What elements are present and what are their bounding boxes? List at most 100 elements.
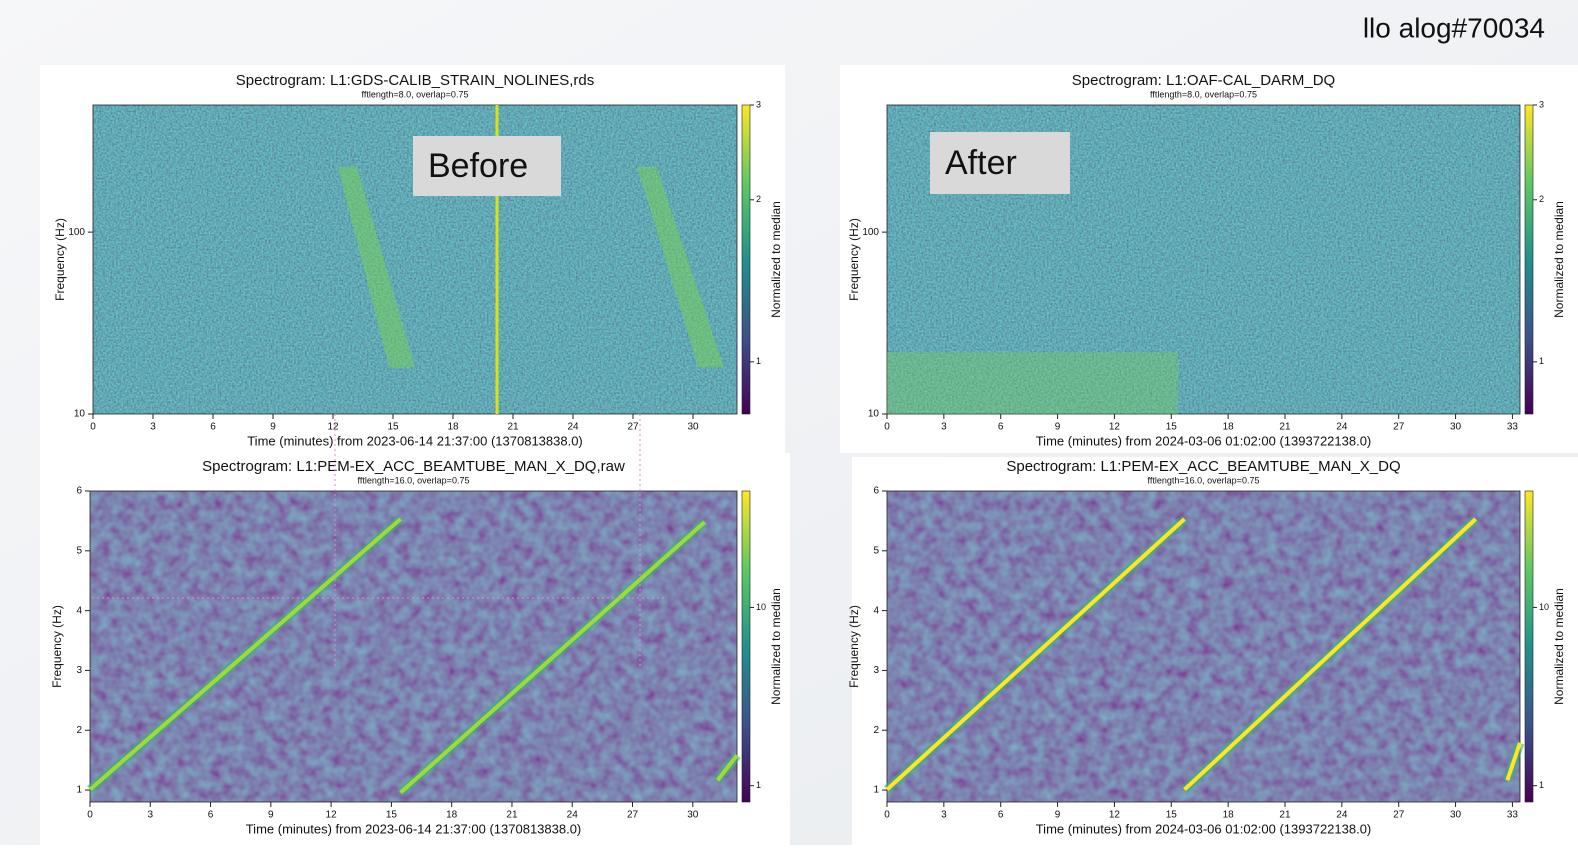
x-axis-label: Time (minutes) from 2024-03-06 01:02:00 … (1036, 433, 1372, 448)
spectrogram-panel: Spectrogram: L1:PEM-EX_ACC_BEAMTUBE_MAN_… (40, 453, 790, 845)
annotation-label: Before (428, 147, 528, 185)
annotation-box (413, 136, 561, 196)
y-tick-label: 3 (76, 665, 82, 676)
x-tick-label: 27 (627, 422, 639, 433)
chirp (1505, 742, 1522, 781)
chirp (885, 517, 1186, 792)
x-tick-label: 30 (687, 422, 699, 433)
chirp (716, 754, 739, 782)
y-axis-label: Frequency (Hz) (847, 218, 861, 301)
y-tick-label: 100 (68, 227, 85, 238)
y-axis-label: Frequency (Hz) (847, 605, 861, 688)
plot-frame (92, 104, 738, 415)
x-tick-label: 27 (627, 810, 639, 821)
y-tick-label: 10 (74, 409, 86, 420)
y-axis-label: Frequency (Hz) (50, 605, 64, 688)
colorbar-tick-label: 3 (1539, 99, 1544, 109)
colorbar-label: Normalized to median (769, 588, 783, 705)
y-tick-label: 6 (873, 486, 879, 497)
x-tick-label: 3 (941, 422, 947, 433)
x-tick-label: 21 (1279, 810, 1291, 821)
x-tick-label: 15 (1166, 422, 1178, 433)
x-tick-label: 30 (687, 810, 699, 821)
y-tick-label: 1 (873, 785, 879, 796)
x-tick-label: 24 (567, 810, 579, 821)
x-tick-label: 27 (1393, 422, 1405, 433)
y-tick-label: 100 (862, 227, 879, 238)
x-tick-label: 15 (387, 422, 399, 433)
chart-title: Spectrogram: L1:PEM-EX_ACC_BEAMTUBE_MAN_… (202, 458, 625, 475)
y-tick-label: 2 (76, 725, 82, 736)
x-tick-label: 24 (1336, 422, 1348, 433)
plot-frame (886, 104, 1521, 415)
scatter-arch (337, 166, 415, 368)
y-tick-label: 10 (868, 409, 880, 420)
x-axis-label: Time (minutes) from 2023-06-14 21:37:00 … (247, 433, 583, 448)
y-tick-label: 4 (873, 605, 879, 616)
alog-ref: llo alog#70034 (1363, 12, 1545, 43)
colorbar-tick-label: 1 (756, 356, 761, 366)
overlays: Before After (92, 132, 1070, 668)
x-tick-label: 9 (270, 422, 276, 433)
x-tick-label: 3 (941, 810, 947, 821)
y-tick-label: 5 (873, 545, 879, 556)
colorbar-label: Normalized to median (1552, 588, 1566, 705)
colorbar-tick-label: 10 (1539, 602, 1549, 612)
chart-subtitle: fftlength=8.0, overlap=0.75 (362, 89, 469, 99)
x-tick-label: 21 (506, 810, 518, 821)
colorbar-tick-label: 3 (756, 99, 761, 109)
plot-area (90, 491, 737, 802)
x-tick-label: 30 (1450, 422, 1462, 433)
x-tick-label: 9 (268, 810, 274, 821)
chirp (88, 517, 402, 792)
x-tick-label: 6 (210, 422, 216, 433)
x-tick-label: 18 (1223, 422, 1235, 433)
x-tick-label: 3 (150, 422, 156, 433)
x-tick-label: 12 (1109, 422, 1121, 433)
colorbar-label: Normalized to median (769, 201, 783, 318)
x-tick-label: 15 (1166, 810, 1178, 821)
chart-title: Spectrogram: L1:PEM-EX_ACC_BEAMTUBE_MAN_… (1006, 458, 1400, 475)
chirp (1183, 517, 1478, 792)
colorbar (1524, 490, 1534, 803)
x-tick-label: 24 (567, 422, 579, 433)
x-tick-label: 6 (998, 422, 1004, 433)
annotation-box (930, 132, 1070, 194)
x-tick-label: 0 (884, 422, 890, 433)
x-tick-label: 15 (386, 810, 398, 821)
plot-frame (886, 490, 1521, 803)
y-tick-label: 5 (76, 545, 82, 556)
colorbar-label: Normalized to median (1552, 201, 1566, 318)
x-tick-label: 12 (1109, 810, 1121, 821)
y-axis-label: Frequency (Hz) (53, 218, 67, 301)
colorbar (741, 490, 751, 803)
plot-area (887, 491, 1520, 802)
chirp (399, 520, 706, 795)
chart-subtitle: fftlength=8.0, overlap=0.75 (1150, 89, 1257, 99)
charts: Spectrogram: L1:GDS-CALIB_STRAIN_NOLINES… (40, 65, 1578, 845)
colorbar-tick-label: 10 (756, 602, 766, 612)
scatter-arch (637, 166, 725, 368)
annotation-label: After (945, 144, 1017, 182)
x-tick-label: 30 (1450, 810, 1462, 821)
x-tick-label: 33 (1507, 422, 1519, 433)
plot-frame (89, 490, 738, 803)
spectrogram-panel: Spectrogram: L1:GDS-CALIB_STRAIN_NOLINES… (40, 65, 785, 453)
x-tick-label: 3 (147, 810, 153, 821)
x-tick-label: 24 (1336, 810, 1348, 821)
x-tick-label: 0 (884, 810, 890, 821)
x-tick-label: 6 (208, 810, 214, 821)
spectrogram-panel: Spectrogram: L1:OAF-CAL_DARM_DQfftlength… (840, 65, 1578, 453)
x-tick-label: 33 (1507, 810, 1519, 821)
chart-subtitle: fftlength=16.0, overlap=0.75 (358, 475, 470, 485)
x-tick-label: 18 (446, 810, 458, 821)
x-tick-label: 9 (1055, 810, 1061, 821)
y-tick-label: 2 (873, 725, 879, 736)
colorbar-tick-label: 1 (756, 780, 761, 790)
low-freq-noise (887, 352, 1179, 414)
chart-title: Spectrogram: L1:GDS-CALIB_STRAIN_NOLINES… (236, 72, 594, 89)
x-axis-label: Time (minutes) from 2023-06-14 21:37:00 … (246, 821, 582, 836)
x-tick-label: 21 (507, 422, 519, 433)
colorbar (741, 104, 751, 415)
